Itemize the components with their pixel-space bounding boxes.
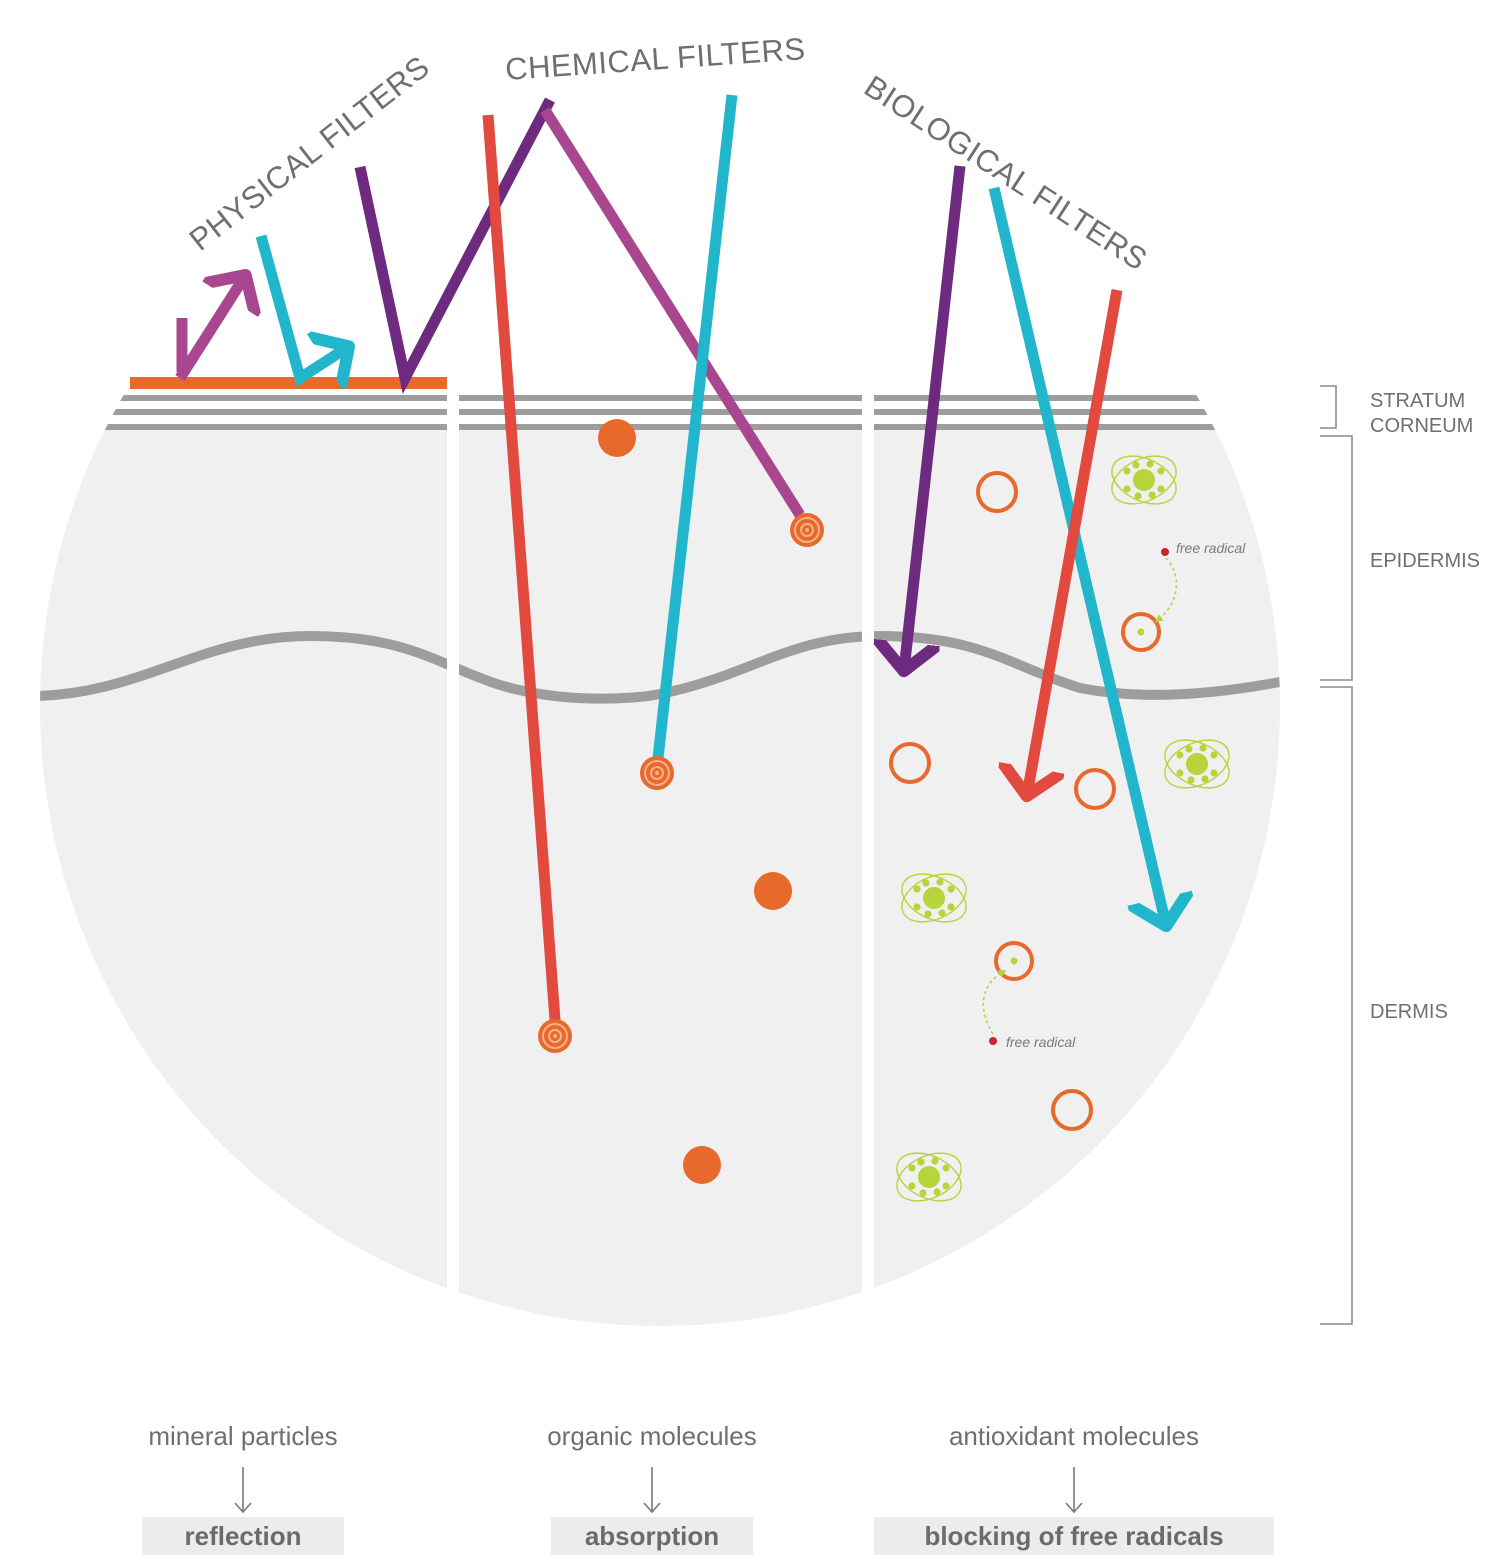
epidermis-label: EPIDERMIS — [1370, 550, 1480, 572]
layer-brackets — [1320, 385, 1353, 1325]
chemical-filters-label: CHEMICAL FILTERS — [504, 31, 807, 87]
stratum-corneum-bracket — [1320, 385, 1337, 429]
blocking-free-radicals-badge: blocking of free radicals — [874, 1517, 1274, 1555]
free-radical-dot — [989, 1037, 997, 1045]
chemical-rays — [482, 94, 805, 1021]
cell-ring — [976, 471, 1018, 513]
free-radical-label: free radical — [1006, 1034, 1076, 1050]
uvb-absorbed-ray — [540, 107, 805, 518]
reflection-badge: reflection — [142, 1517, 344, 1555]
free-radical-lower: free radical — [982, 970, 1076, 1050]
mineral-particles-label: mineral particles — [148, 1421, 338, 1451]
organic-molecules — [537, 419, 825, 1184]
free-radical-path — [1154, 557, 1178, 623]
down-arrow-icon — [234, 1467, 252, 1514]
organic-molecules-label: organic molecules — [547, 1421, 757, 1451]
free-radical-label: free radical — [1176, 540, 1246, 556]
uva-penetrating-ray — [904, 165, 966, 670]
absorbing-molecule — [789, 512, 825, 548]
organic-molecule — [598, 419, 636, 457]
blue-light-absorbed-ray — [652, 94, 738, 759]
dermis-bracket — [1320, 686, 1353, 1325]
mechanism-biological: antioxidant molecules blocking of free r… — [874, 1419, 1274, 1555]
cell-ring — [889, 742, 931, 784]
uva-reflected-ray — [354, 97, 555, 395]
down-arrow-icon — [1065, 1467, 1083, 1514]
cell-ring — [1051, 1089, 1093, 1131]
physical-rays — [175, 97, 555, 395]
uvb-reflected-ray — [175, 276, 245, 381]
cell-ring — [1074, 768, 1116, 810]
blue-light-penetrating-ray — [988, 186, 1166, 925]
stratum-corneum-label-line2: CORNEUM — [1370, 415, 1473, 437]
infrared-penetrating-ray — [1027, 289, 1123, 795]
skin-tissue — [40, 428, 1280, 1326]
stratum-corneum-label-line1: STRATUM — [1370, 390, 1465, 412]
free-radical-upper: free radical — [1154, 540, 1246, 623]
dermis-label: DERMIS — [1370, 1001, 1448, 1023]
mechanism-chemical: organic molecules absorption — [452, 1419, 852, 1555]
epidermis-bracket — [1320, 435, 1353, 681]
infrared-ray — [482, 114, 561, 1021]
free-radical-dot — [1161, 548, 1169, 556]
mechanism-physical: mineral particles reflection — [43, 1419, 443, 1555]
cell-ring — [1121, 612, 1161, 652]
antioxidant-molecules-label: antioxidant molecules — [948, 1421, 1200, 1451]
physical-filters-label: PHYSICAL FILTERS — [183, 49, 436, 258]
down-arrow-icon — [643, 1467, 661, 1514]
absorption-badge: absorption — [551, 1517, 753, 1555]
stratum-corneum-lines — [40, 395, 1280, 430]
column-divider-left — [447, 380, 459, 1326]
antioxidant-molecules — [888, 445, 1238, 1212]
blue-light-reflected-ray — [255, 234, 348, 378]
absorbing-molecule — [639, 755, 675, 791]
organic-molecule — [683, 1146, 721, 1184]
free-radical-path — [982, 970, 1007, 1035]
organic-molecule — [754, 872, 792, 910]
biological-rays — [904, 165, 1166, 925]
column-divider-right — [862, 380, 874, 1326]
absorbing-molecule — [537, 1018, 573, 1054]
skin-cross-section — [40, 380, 1280, 1326]
cell-ring — [994, 941, 1034, 981]
